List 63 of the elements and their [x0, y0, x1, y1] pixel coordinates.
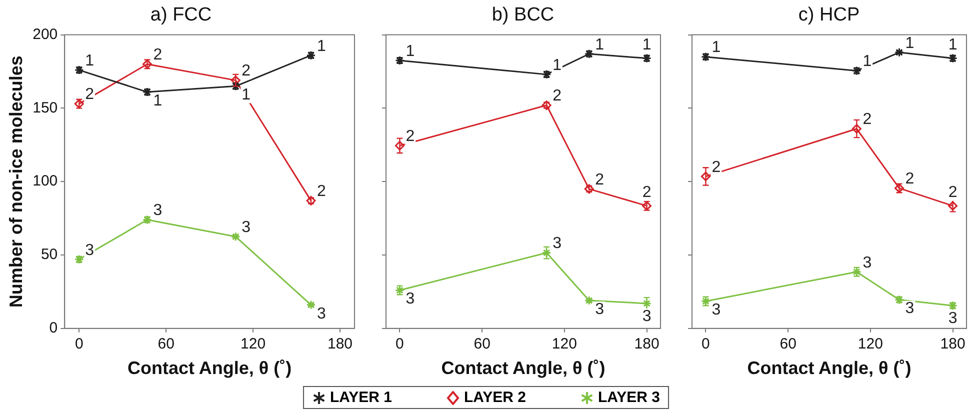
x-axis-title: Contact Angle, θ (˚) — [441, 358, 606, 378]
annotation: 3 — [905, 300, 914, 318]
legend-label: LAYER 2 — [464, 389, 526, 406]
annotation: 3 — [242, 219, 251, 236]
annotation: 3 — [862, 254, 872, 272]
y-tick-label: 0 — [49, 320, 58, 337]
y-tick-label: 50 — [40, 246, 58, 264]
annotation: 2 — [712, 158, 721, 176]
annotation: 3 — [642, 308, 652, 325]
annotation: 2 — [642, 184, 652, 202]
x-tick-label: 0 — [396, 336, 404, 353]
x-tick-label: 0 — [702, 336, 710, 353]
annotation: 2 — [595, 171, 604, 188]
annotation: 2 — [862, 111, 872, 128]
chart-title: c) HCP — [798, 4, 860, 26]
x-tick-label: 60 — [474, 336, 490, 353]
chart-title: a) FCC — [150, 4, 212, 26]
annotation: 2 — [85, 86, 94, 104]
annotation: 3 — [317, 305, 326, 322]
annotation: 1 — [317, 38, 326, 55]
x-tick-label: 60 — [780, 336, 796, 353]
annotation: 3 — [406, 290, 415, 308]
annotation: 3 — [712, 302, 721, 319]
annotation: 1 — [905, 34, 914, 52]
annotation: 2 — [406, 128, 415, 146]
annotation: 2 — [552, 88, 562, 105]
annotation: 2 — [905, 170, 914, 188]
annotation: 1 — [85, 52, 94, 70]
annotation: 2 — [153, 46, 162, 64]
x-tick-label: 180 — [327, 336, 353, 353]
annotation: 3 — [153, 202, 162, 220]
x-tick-label: 180 — [940, 336, 966, 353]
annotation: 3 — [595, 300, 604, 318]
legend-label: LAYER 1 — [330, 389, 392, 406]
annotation: 1 — [242, 86, 251, 104]
y-axis-title: Number of non-ice molecules — [6, 56, 26, 308]
annotation: 3 — [85, 242, 94, 259]
x-tick-label: 0 — [74, 336, 84, 353]
x-axis-title: Contact Angle, θ (˚) — [128, 358, 292, 378]
x-tick-label: 120 — [240, 336, 266, 353]
x-tick-label: 180 — [634, 336, 660, 353]
annotation: 3 — [552, 235, 562, 252]
legend-label: LAYER 3 — [598, 389, 660, 406]
annotation: 2 — [242, 62, 251, 80]
annotation: 1 — [712, 39, 721, 56]
annotation: 3 — [948, 310, 958, 328]
annotation: 2 — [317, 183, 326, 200]
annotation: 1 — [948, 36, 958, 54]
chart-title: b) BCC — [492, 4, 554, 26]
annotation: 1 — [552, 56, 562, 74]
annotation: 1 — [642, 36, 652, 54]
annotation: 1 — [153, 92, 162, 110]
x-tick-label: 120 — [858, 336, 883, 353]
x-axis-title: Contact Angle, θ (˚) — [747, 358, 912, 378]
annotation: 2 — [948, 184, 958, 202]
x-tick-label: 120 — [552, 336, 577, 353]
y-tick-label: 100 — [32, 172, 58, 190]
x-tick-label: 60 — [158, 336, 174, 353]
annotation: 1 — [595, 36, 604, 54]
annotation: 1 — [406, 42, 415, 60]
y-tick-label: 200 — [32, 26, 58, 43]
y-tick-label: 150 — [32, 99, 58, 116]
annotation: 1 — [862, 53, 872, 70]
